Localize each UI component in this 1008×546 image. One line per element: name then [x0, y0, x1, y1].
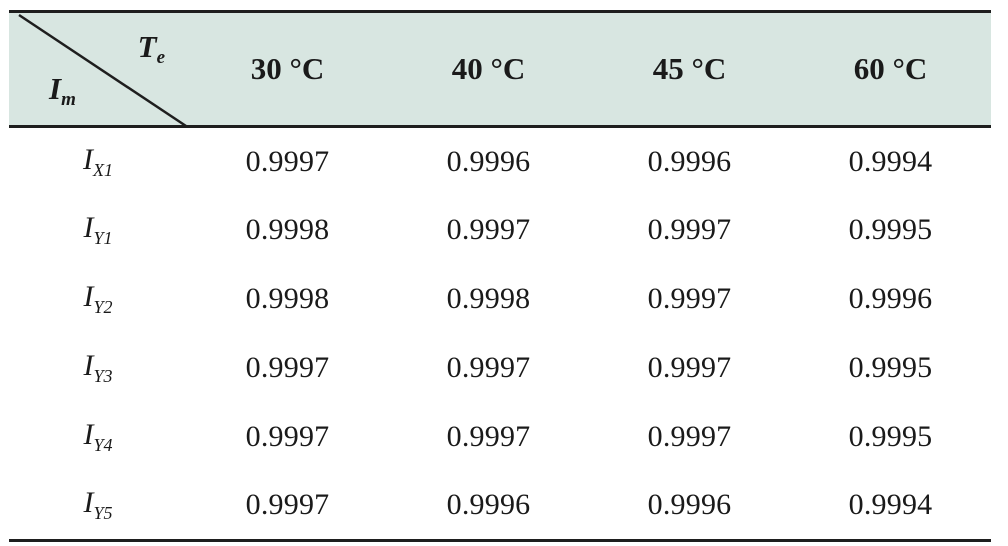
- table-row: IY4 0.9997 0.9997 0.9997 0.9995: [9, 403, 991, 472]
- value-cell: 0.9996: [388, 127, 589, 196]
- value-cell: 0.9998: [388, 265, 589, 334]
- column-header: 60 °C: [853, 51, 928, 86]
- cell-value: 0.9997: [647, 351, 732, 384]
- cell-value: 0.9996: [647, 488, 732, 522]
- column-header: 45 °C: [652, 51, 727, 86]
- row-label: IX1: [9, 127, 187, 196]
- row-label: IY2: [9, 265, 187, 334]
- row-label-subscript: Y2: [93, 297, 113, 317]
- row-label-subscript: Y3: [93, 366, 113, 386]
- table-row: IX1 0.9997 0.9996 0.9996 0.9994: [9, 127, 991, 196]
- value-cell: 0.9996: [589, 472, 790, 541]
- value-cell: 0.9996: [790, 265, 991, 334]
- row-label-symbol: I: [83, 211, 94, 244]
- cell-value: 0.9996: [446, 488, 531, 522]
- cell-value: 0.9996: [848, 282, 933, 315]
- cell-value: 0.9997: [245, 420, 330, 453]
- table-row: IY1 0.9998 0.9997 0.9997 0.9995: [9, 196, 991, 265]
- table-row: IY2 0.9998 0.9998 0.9997 0.9996: [9, 265, 991, 334]
- value-cell: 0.9997: [187, 127, 388, 196]
- value-cell: 0.9998: [187, 265, 388, 334]
- value-cell: 0.9998: [187, 196, 388, 265]
- row-label: IY4: [9, 403, 187, 472]
- row-label-symbol: I: [83, 349, 94, 382]
- column-header: 40 °C: [451, 51, 526, 86]
- row-label-subscript: Y1: [93, 228, 113, 248]
- table-body: IX1 0.9997 0.9996 0.9996 0.9994 IY1 0.9998 0.99…: [9, 127, 991, 541]
- cell-value: 0.9994: [848, 488, 933, 522]
- cell-value: 0.9998: [245, 282, 330, 315]
- corner-cell: Te Im: [9, 12, 187, 128]
- cell-value: 0.9997: [446, 420, 531, 453]
- value-cell: 0.9997: [187, 472, 388, 541]
- cell-value: 0.9994: [848, 144, 933, 178]
- image-subscript: m: [61, 89, 76, 110]
- image-axis-label: Im: [49, 71, 76, 111]
- row-label: IY1: [9, 196, 187, 265]
- value-cell: 0.9997: [388, 196, 589, 265]
- temperature-subscript: e: [156, 47, 165, 68]
- cell-value: 0.9995: [848, 420, 933, 453]
- row-label-symbol: I: [83, 418, 94, 451]
- value-cell: 0.9997: [388, 334, 589, 403]
- cell-value: 0.9996: [647, 144, 732, 178]
- cell-value: 0.9997: [446, 213, 531, 246]
- cell-value: 0.9998: [245, 213, 330, 246]
- cell-value: 0.9997: [647, 282, 732, 315]
- value-cell: 0.9996: [388, 472, 589, 541]
- cell-value: 0.9997: [245, 488, 330, 522]
- temperature-axis-label: Te: [138, 29, 165, 69]
- value-cell: 0.9997: [187, 334, 388, 403]
- cell-value: 0.9997: [245, 351, 330, 384]
- cell-value: 0.9997: [446, 351, 531, 384]
- row-label: IY5: [9, 472, 187, 541]
- table-row: IY3 0.9997 0.9997 0.9997 0.9995: [9, 334, 991, 403]
- value-cell: 0.9996: [589, 127, 790, 196]
- cell-value: 0.9995: [848, 351, 933, 384]
- cell-value: 0.9995: [848, 213, 933, 246]
- row-label: IY3: [9, 334, 187, 403]
- value-cell: 0.9995: [790, 334, 991, 403]
- value-cell: 0.9995: [790, 196, 991, 265]
- value-cell: 0.9997: [388, 403, 589, 472]
- row-label-symbol: I: [83, 486, 94, 520]
- temperature-symbol: T: [137, 29, 157, 64]
- row-label-subscript: X1: [93, 159, 113, 180]
- cell-value: 0.9997: [245, 144, 330, 178]
- value-cell: 0.9994: [790, 472, 991, 541]
- cell-value: 0.9997: [647, 213, 732, 246]
- diagonal-divider: [18, 13, 187, 128]
- cell-value: 0.9998: [446, 282, 531, 315]
- row-label-subscript: Y4: [93, 435, 113, 455]
- table-header: Te Im 30 °C 40 °C 45 °C 60 °C: [9, 11, 991, 128]
- row-label-symbol: I: [83, 142, 93, 176]
- value-cell: 0.9994: [790, 127, 991, 196]
- value-cell: 0.9997: [589, 334, 790, 403]
- results-table: Te Im 30 °C 40 °C 45 °C 60 °C IX1 0.9997 0…: [9, 10, 991, 542]
- value-cell: 0.9995: [790, 403, 991, 472]
- value-cell: 0.9997: [589, 403, 790, 472]
- cell-value: 0.9996: [446, 144, 531, 178]
- row-label-subscript: Y5: [93, 503, 113, 524]
- image-symbol: I: [49, 71, 62, 106]
- cell-value: 0.9997: [647, 420, 732, 453]
- value-cell: 0.9997: [589, 196, 790, 265]
- column-header: 30 °C: [250, 51, 325, 86]
- value-cell: 0.9997: [589, 265, 790, 334]
- header-row: Te Im 30 °C 40 °C 45 °C 60 °C: [9, 11, 991, 128]
- table-row: IY5 0.9997 0.9996 0.9996 0.9994: [9, 472, 991, 541]
- row-label-symbol: I: [83, 280, 94, 313]
- value-cell: 0.9997: [187, 403, 388, 472]
